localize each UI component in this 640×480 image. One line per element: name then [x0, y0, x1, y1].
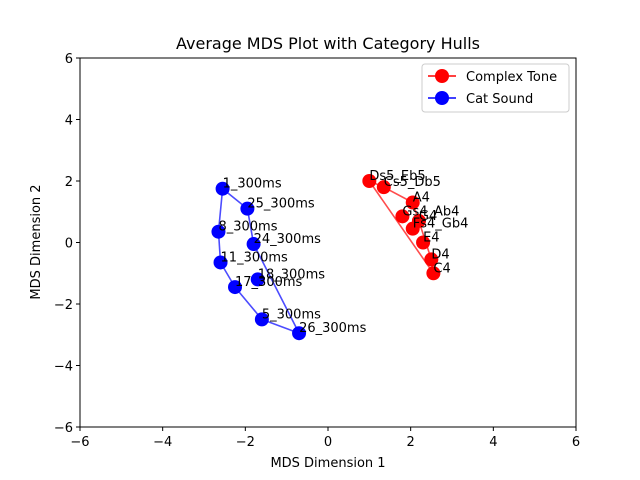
- point-label: E4: [423, 231, 440, 246]
- point-label: 17_300ms: [235, 275, 303, 290]
- cat-sound-point: [213, 255, 228, 270]
- y-tick-label: −6: [54, 421, 73, 436]
- complex-tone-point: [416, 235, 431, 250]
- point-label: D4: [431, 247, 449, 262]
- x-axis-ticks: −6 −4 −2 0 2 4 6: [70, 427, 580, 450]
- point-label: 1_300ms: [223, 177, 282, 192]
- y-axis-ticks: −6 −4 −2 0 2 4 6: [54, 52, 80, 436]
- x-tick-label: −4: [153, 435, 172, 450]
- point-label: 26_300ms: [299, 321, 367, 336]
- x-axis-title: MDS Dimension 1: [270, 456, 385, 471]
- complex-tone-point: [424, 252, 439, 267]
- complex-tone-point: [426, 266, 441, 281]
- point-label: 18_300ms: [258, 267, 326, 282]
- data-points: [211, 174, 441, 341]
- complex-tone-point: [395, 209, 410, 224]
- cat-sound-point: [215, 181, 230, 196]
- point-label: 11_300ms: [221, 250, 289, 265]
- legend-box: [421, 63, 570, 113]
- point-label: C4: [433, 261, 450, 276]
- complex-tone-point: [405, 221, 420, 236]
- point-label: Gs4_Ab4: [402, 204, 459, 219]
- cat-sound-point: [292, 326, 307, 341]
- chart-title: Average MDS Plot with Category Hulls: [176, 34, 480, 53]
- x-tick-label: 2: [407, 435, 415, 450]
- complex-tone-point: [405, 195, 420, 210]
- cat-sound-point: [246, 237, 261, 252]
- cat-sound-point: [254, 312, 269, 327]
- legend-label: Complex Tone: [466, 70, 557, 85]
- y-tick-label: 0: [65, 237, 73, 252]
- legend-marker: [435, 69, 449, 83]
- point-label: Cs5_Db5: [384, 175, 441, 190]
- y-tick-label: −2: [54, 298, 73, 313]
- y-tick-label: −4: [54, 360, 73, 375]
- x-tick-label: 4: [489, 435, 497, 450]
- point-label: 8_300ms: [218, 220, 277, 235]
- y-tick-label: 6: [65, 52, 73, 67]
- cat-sound-point: [250, 272, 265, 287]
- x-tick-label: −6: [70, 435, 89, 450]
- y-tick-label: 4: [65, 114, 73, 129]
- legend-marker: [435, 91, 449, 105]
- point-label: 5_300ms: [262, 307, 321, 322]
- y-tick-label: 2: [65, 175, 73, 190]
- x-tick-label: −2: [236, 435, 255, 450]
- y-axis-title: MDS Dimension 2: [29, 184, 44, 299]
- point-label: 24_300ms: [254, 232, 322, 247]
- legend: Complex Tone Cat Sound: [421, 63, 570, 113]
- point-label: Fs4_Gb4: [413, 217, 469, 232]
- legend-label: Cat Sound: [466, 92, 533, 107]
- point-label: Ds5_Eb5: [369, 169, 425, 184]
- complex-tone-point: [376, 180, 391, 195]
- x-tick-label: 0: [324, 435, 332, 450]
- point-label: A4: [413, 191, 430, 206]
- cat-sound-point: [211, 224, 226, 239]
- point-label: G4: [419, 209, 437, 224]
- cat-sound-point: [240, 201, 255, 216]
- point-label: 25_300ms: [247, 197, 315, 212]
- cat-sound-point: [228, 280, 242, 295]
- complex-tone-point: [362, 174, 377, 188]
- x-tick-label: 6: [572, 435, 580, 450]
